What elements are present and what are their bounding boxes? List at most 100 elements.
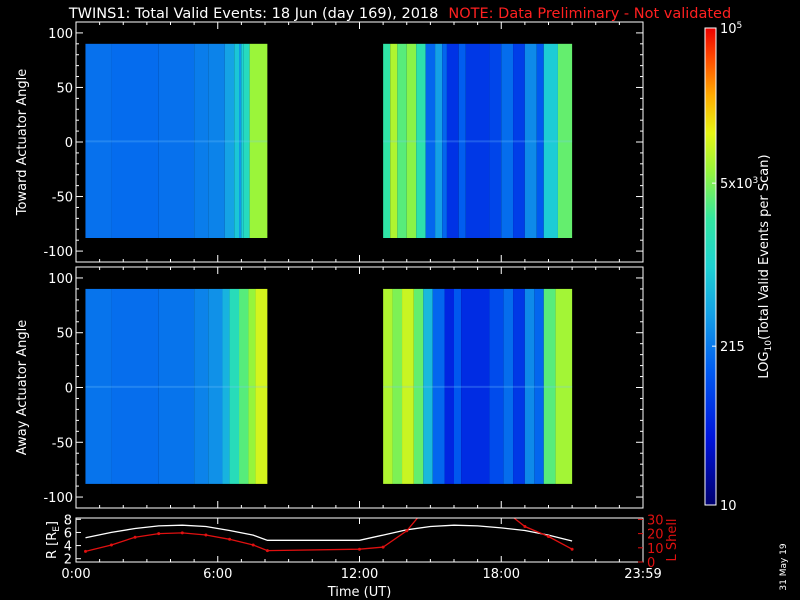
figure-title: TWINS1: Total Valid Events: 18 Jun (day … [68, 6, 439, 22]
spectrogram-band [435, 43, 443, 238]
spectrogram-band [489, 288, 504, 484]
spectrogram-band [222, 288, 230, 484]
spectrogram-band [543, 288, 556, 484]
spectrogram-band [85, 43, 112, 238]
spectrogram-band [402, 288, 414, 484]
spectrogram-band [444, 288, 454, 484]
spectrogram-band [489, 43, 502, 238]
spectrogram-band [249, 43, 268, 238]
l-shell-point [405, 529, 409, 533]
y-tick-label: 0 [65, 136, 73, 151]
spectrogram-band [524, 288, 535, 484]
spectrogram-band [461, 288, 490, 484]
date-stamp: 31 May 19 [779, 543, 789, 591]
l-shell-point [547, 535, 550, 538]
x-tick-label: 18:00 [483, 567, 520, 582]
colorbar-label: LOG10(Total Valid Events per Scan) [757, 154, 774, 378]
spectrogram-band [248, 288, 256, 484]
spectrogram-band [383, 288, 393, 484]
x-tick-label: 0:00 [61, 567, 90, 582]
spectrogram-band [383, 43, 391, 238]
angle-streak [85, 385, 268, 388]
spectrogram-band [243, 43, 250, 238]
spectrogram-band [454, 288, 462, 484]
spectrogram-band [239, 43, 242, 238]
figure-title-line: TWINS1: Total Valid Events: 18 Jun (day … [0, 6, 800, 22]
spectrogram-band [85, 288, 112, 484]
l-shell-point [381, 545, 385, 549]
colorbar-tick-label: 5x103 [720, 176, 758, 192]
spectrogram-band [158, 288, 195, 484]
spectrogram-band [543, 43, 558, 238]
lshell-axis-tick-label: 20 [647, 528, 664, 543]
spectrogram-band [111, 288, 159, 484]
spectrogram-band [432, 288, 445, 484]
spectrogram-band [241, 43, 244, 238]
spectrogram-band [458, 43, 466, 238]
x-tick-label: 12:00 [341, 567, 378, 582]
angle-streak [383, 385, 573, 388]
spectrogram-band [406, 43, 417, 238]
spectrogram-band [194, 43, 209, 238]
spectrogram-band [208, 43, 225, 238]
y-tick-label: 100 [48, 27, 73, 42]
lshell-axis-tick-label: 0 [647, 556, 655, 571]
r-axis-tick-label: 4 [64, 540, 72, 555]
y-tick-label: -100 [43, 491, 73, 506]
l-shell-point [358, 547, 361, 551]
r-axis-tick-label: 2 [64, 553, 72, 568]
colorbar-tick-label: 105 [720, 21, 742, 37]
y-tick-label: 50 [56, 81, 73, 96]
spectrogram-band [229, 288, 240, 484]
colorbar-tick-label: 215 [720, 340, 745, 355]
spectrogram-band [446, 43, 459, 238]
angle-streak [85, 140, 268, 143]
x-tick-label: 6:00 [203, 567, 232, 582]
y-tick-label: -100 [43, 245, 73, 260]
l-shell-point [265, 549, 269, 553]
y-axis-label: Toward Actuator Angle [15, 69, 30, 216]
y-axis-label: Away Actuator Angle [15, 320, 30, 455]
r-axis-tick-label: 8 [64, 513, 72, 528]
spectrogram-band [194, 288, 209, 484]
l-shell-point [251, 543, 255, 547]
spectrogram-band [255, 288, 268, 484]
r-axis-tick-label: 6 [64, 526, 72, 541]
x-tick-label: 23:59 [624, 567, 661, 582]
y-tick-label: 100 [48, 272, 73, 287]
l-shell-point [228, 537, 232, 541]
spectrogram-band [534, 288, 544, 484]
spectrogram-band [555, 288, 573, 484]
l-shell-point [523, 525, 527, 528]
spectrogram-band [423, 288, 433, 484]
spectrogram-band [416, 43, 426, 238]
spectrogram-band [513, 43, 525, 238]
y-tick-label: -50 [52, 191, 73, 206]
l-shell-line [85, 518, 573, 553]
colorbar-tick-label: 10 [720, 499, 737, 514]
spectrogram-band [425, 43, 436, 238]
lshell-axis-tick-label: 10 [647, 542, 664, 557]
spectrogram-band [208, 288, 223, 484]
r-axis-label: R [RE] [45, 521, 62, 559]
l-shell-point [157, 532, 161, 536]
l-shell-point [109, 543, 113, 547]
spectrogram-band [111, 43, 159, 238]
spectrogram-band [536, 43, 544, 238]
spectrogram-band [224, 43, 235, 238]
spectrogram-panel-toward: 100 50 0 -50 -100 Toward Actuator Angle [15, 21, 644, 263]
spectrogram-panel-away: 100 50 0 -50 -100 Away Actuator Angle [15, 266, 644, 509]
lshell-axis-tick-label: 30 [647, 513, 664, 528]
spectrogram-band [392, 288, 403, 484]
r-distance-line [85, 524, 573, 542]
spectrogram-band [234, 43, 240, 238]
spectrogram-band [513, 288, 525, 484]
y-tick-label: -50 [52, 436, 73, 451]
l-shell-point [570, 547, 574, 551]
spectrogram-band [158, 43, 195, 238]
spectrogram-band [524, 43, 537, 238]
spectrogram-band [503, 288, 514, 484]
y-tick-label: 0 [65, 382, 73, 397]
